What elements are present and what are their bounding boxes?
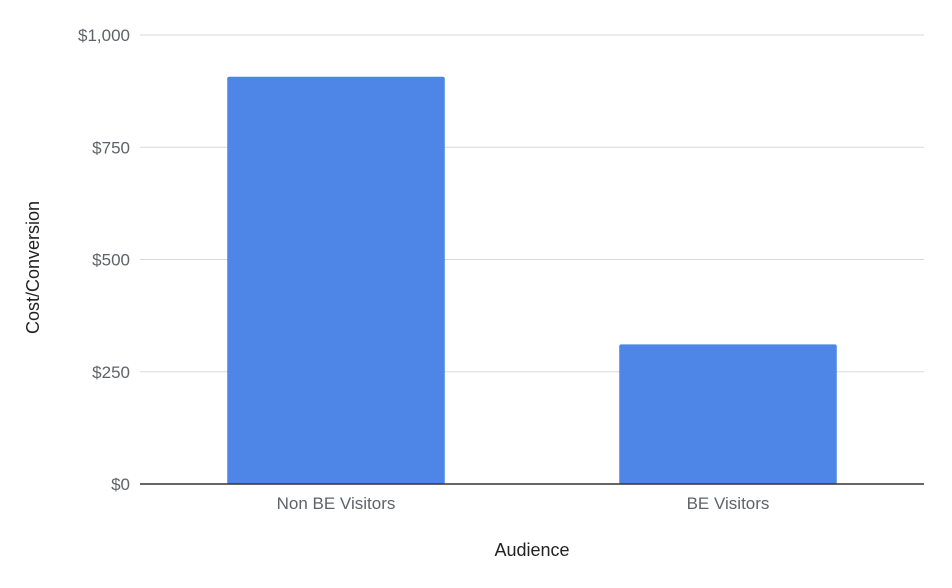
y-axis-title: Cost/Conversion [23, 201, 43, 334]
y-tick-label: $250 [92, 363, 130, 382]
y-tick-label: $0 [111, 475, 130, 494]
y-tick-label: $750 [92, 138, 130, 157]
bars [227, 76, 837, 484]
x-axis-tick-labels: Non BE Visitors BE Visitors [277, 494, 770, 513]
bar [227, 76, 445, 484]
y-tick-label: $500 [92, 251, 130, 270]
x-axis-title: Audience [494, 540, 569, 560]
y-tick-label: $1,000 [78, 26, 130, 45]
y-axis-tick-labels: $0 $250 $500 $750 $1,000 [78, 26, 130, 494]
x-tick-label: BE Visitors [687, 494, 770, 513]
bar [619, 344, 837, 484]
x-tick-label: Non BE Visitors [277, 494, 396, 513]
